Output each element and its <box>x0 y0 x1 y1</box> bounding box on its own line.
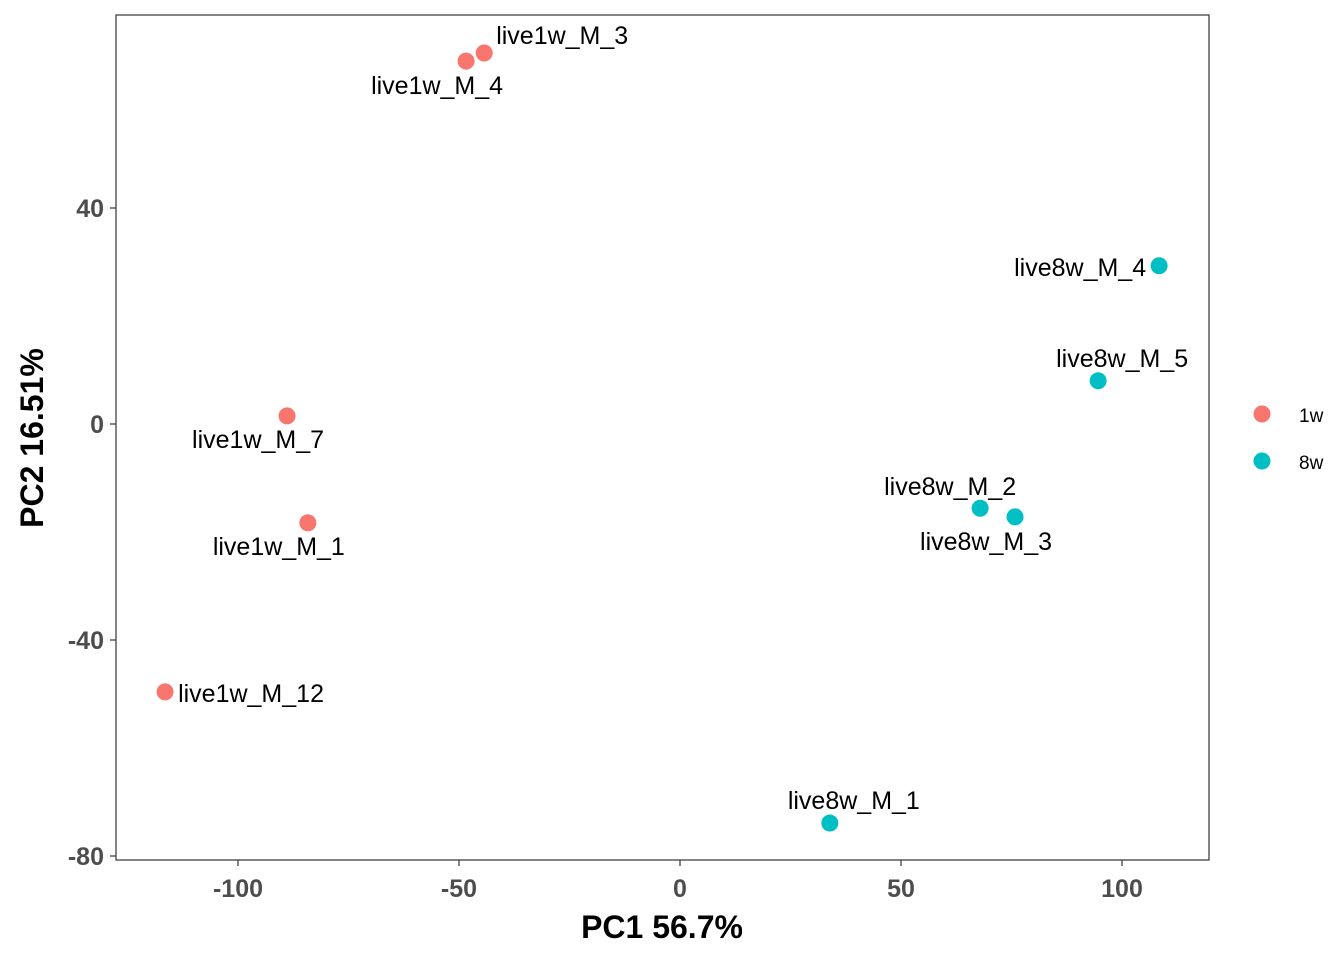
point-label: live1w_M_3 <box>496 22 628 50</box>
point-label: live8w_M_3 <box>920 528 1052 556</box>
legend-key-8w <box>1253 452 1271 470</box>
x-axis-title: PC1 56.7% <box>581 909 743 945</box>
x-tick-label: 0 <box>673 875 687 903</box>
point-label: live1w_M_7 <box>192 426 324 454</box>
data-point-live8w_M_4 <box>1150 257 1168 275</box>
point-label: live8w_M_5 <box>1056 345 1188 373</box>
x-tick-label: -50 <box>441 875 477 903</box>
x-tick-label: 100 <box>1101 875 1143 903</box>
y-tick-label: -80 <box>68 843 104 871</box>
legend-key-1w <box>1253 405 1271 423</box>
data-point-live1w_M_1 <box>299 514 317 532</box>
data-point-live1w_M_12 <box>156 683 174 701</box>
data-point-live1w_M_4 <box>457 52 475 70</box>
y-axis-title: PC2 16.51% <box>14 348 50 528</box>
data-point-live1w_M_3 <box>475 44 493 62</box>
legend-label: 8w <box>1299 453 1324 474</box>
y-tick-label: 40 <box>76 195 104 223</box>
data-points <box>156 44 1168 832</box>
data-point-live1w_M_7 <box>278 407 296 425</box>
point-label: live8w_M_2 <box>884 473 1016 501</box>
y-tick-label: 0 <box>90 411 104 439</box>
plot-panel <box>115 14 1210 861</box>
x-tick-label: 50 <box>887 875 915 903</box>
legend: 1w 8w <box>1253 405 1324 474</box>
x-axis: -100 -50 0 50 100 <box>213 860 1143 903</box>
point-label: live1w_M_1 <box>213 533 345 561</box>
point-label: live1w_M_4 <box>371 72 503 100</box>
point-label: live8w_M_4 <box>1014 254 1146 282</box>
data-point-live8w_M_1 <box>821 814 839 832</box>
data-point-live8w_M_3 <box>1006 508 1024 526</box>
x-tick-label: -100 <box>213 875 263 903</box>
point-label: live8w_M_1 <box>788 787 920 815</box>
data-point-live8w_M_5 <box>1089 372 1107 390</box>
legend-label: 1w <box>1299 406 1324 427</box>
y-tick-label: -40 <box>68 627 104 655</box>
y-axis: 40 0 -40 -80 <box>68 195 116 871</box>
point-labels: live1w_M_3 live1w_M_4 live1w_M_7 live1w_M_1… <box>178 22 1188 815</box>
data-point-live8w_M_2 <box>971 499 989 517</box>
point-label: live1w_M_12 <box>178 680 324 708</box>
